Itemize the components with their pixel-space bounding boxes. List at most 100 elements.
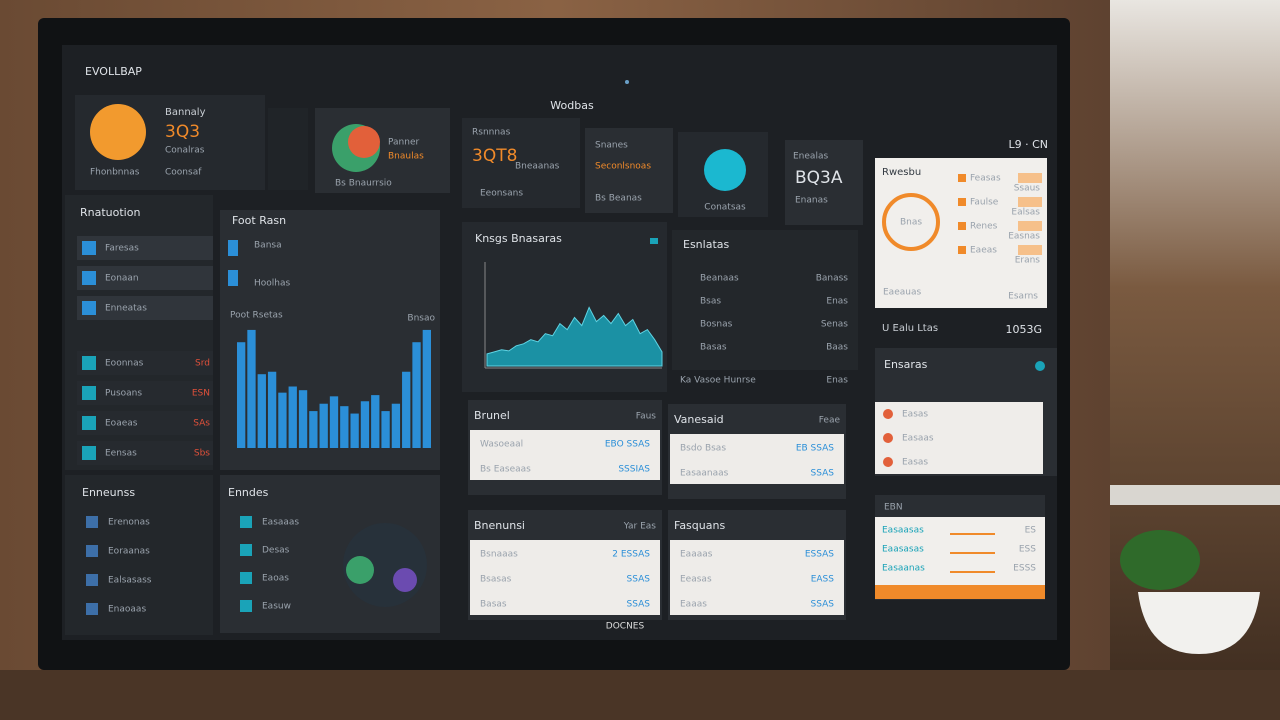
bar — [422, 329, 431, 448]
bowl — [1138, 592, 1260, 654]
row-label: Enaoaas — [108, 605, 146, 615]
row-value: Senas — [821, 320, 848, 330]
row-icon — [86, 603, 98, 615]
row-value: ESN — [192, 389, 210, 399]
row-label: Easas — [902, 458, 928, 468]
table-body — [470, 540, 660, 615]
shelf — [0, 670, 1280, 720]
row-label: Easaanaas — [680, 469, 729, 479]
row-label: Bansa — [254, 241, 282, 251]
row-label: Faresas — [105, 244, 139, 254]
row-chip — [1018, 197, 1042, 207]
row-label: Beanaas — [700, 274, 739, 284]
row-label: Easaanas — [882, 564, 925, 574]
row-value: SSAS — [811, 600, 835, 610]
row-icon — [82, 301, 96, 315]
row-label: Eoaeas — [105, 419, 138, 429]
row-label: Eonaan — [105, 274, 139, 284]
row-label: Eoonnas — [105, 359, 144, 369]
tile-sub: Enanas — [795, 196, 828, 206]
table-status: Faus — [636, 412, 657, 422]
row-bg — [77, 236, 213, 260]
row-bg — [77, 296, 213, 320]
tile-sub: Bnaulas — [388, 152, 424, 162]
row-icon — [228, 240, 238, 256]
row-label: Renes — [970, 222, 998, 232]
row-value: Easnas — [1008, 232, 1040, 242]
panel-title: Enneunss — [82, 486, 135, 499]
panel-title: Foot Rasn — [232, 214, 286, 227]
row-label: Eeasas — [680, 575, 712, 585]
row-value: SSSIAS — [618, 465, 650, 475]
card-footer: Eaeauas — [883, 288, 921, 298]
panel-footer-value: Enas — [826, 376, 848, 386]
row-label: Bsdo Bsas — [680, 444, 726, 454]
row-value: 2 ESSAS — [612, 550, 650, 560]
tile-title: Enealas — [793, 152, 828, 162]
row-icon — [82, 416, 96, 430]
brand: DOCNES — [606, 622, 645, 632]
row-bg — [77, 266, 213, 290]
tile-value: 3Q3 — [165, 122, 200, 142]
chart-title: Poot Rsetas — [230, 311, 283, 321]
row-label: Easuw — [262, 602, 291, 612]
row-icon — [82, 241, 96, 255]
tile-title: Snanes — [595, 141, 628, 151]
row-label: Easaasas — [882, 526, 924, 536]
row-value: EBO SSAS — [605, 440, 650, 450]
row-value: SAs — [193, 419, 210, 429]
ring-label: Bnas — [900, 218, 922, 228]
progress-bar — [875, 585, 1045, 599]
row-label: Eensas — [105, 449, 137, 459]
bar — [329, 396, 339, 448]
row-value: EB SSAS — [796, 444, 834, 454]
row-label: Basas — [700, 343, 727, 353]
row-label: Wasoeaal — [480, 440, 523, 450]
row-icon — [82, 446, 96, 460]
bar — [319, 403, 328, 448]
chart-note: Bnsao — [407, 314, 435, 324]
row-bg — [77, 411, 213, 435]
tile-sub: Seconlsnoas — [595, 162, 651, 172]
tile-footer: Bs Bnaurrsio — [335, 179, 392, 189]
donut-part — [346, 556, 374, 584]
tile-icon — [704, 149, 746, 191]
row-value: ESSS — [1013, 564, 1036, 574]
row-icon — [86, 574, 98, 586]
row-label: Feasas — [970, 174, 1001, 184]
bar — [391, 403, 401, 448]
card-footer-value: Esarns — [1008, 292, 1038, 302]
tile-title: Panner — [388, 138, 419, 148]
row-label: Erenonas — [108, 518, 150, 528]
screen-heading: Wodbas — [550, 99, 594, 112]
bar — [350, 413, 359, 448]
table-title: Brunel — [474, 409, 510, 422]
icon — [650, 238, 658, 244]
row-value: ESS — [1019, 545, 1036, 555]
row-icon — [240, 572, 252, 584]
row-label: Faulse — [970, 198, 999, 208]
bar — [288, 386, 297, 448]
bar — [298, 390, 308, 448]
panel-title: Knsgs Bnasaras — [475, 232, 562, 245]
row-value: SSAS — [627, 600, 651, 610]
row-chip — [1018, 245, 1042, 255]
table-status: Yar Eas — [623, 522, 657, 532]
table-body — [470, 430, 660, 480]
row-icon — [82, 271, 96, 285]
bar — [309, 411, 318, 448]
tile-icon — [348, 126, 380, 158]
row-icon — [240, 544, 252, 556]
bar — [381, 411, 390, 448]
row-icon — [240, 516, 252, 528]
row-value: ESSAS — [805, 550, 834, 560]
table-body — [670, 434, 844, 484]
row-label: Easaas — [902, 434, 934, 444]
tile-footer: Bs Beanas — [595, 194, 642, 204]
tile-footer: Eeonsans — [480, 189, 523, 199]
row-label: Eoraanas — [108, 547, 150, 557]
plant — [1120, 530, 1200, 590]
stat-value: 1053G — [1005, 323, 1042, 336]
row-label: Bsasas — [480, 575, 512, 585]
